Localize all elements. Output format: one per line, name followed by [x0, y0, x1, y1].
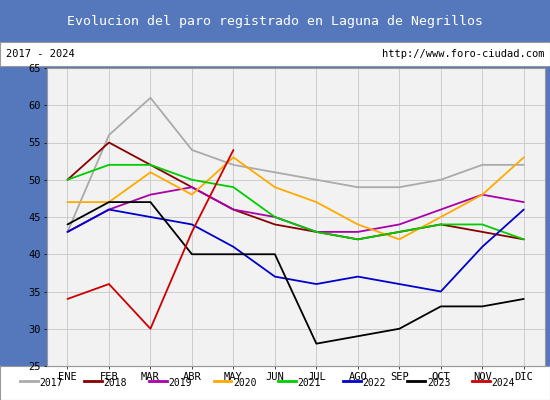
Text: 2022: 2022	[362, 378, 386, 388]
Text: http://www.foro-ciudad.com: http://www.foro-ciudad.com	[382, 49, 544, 59]
Text: 2017 - 2024: 2017 - 2024	[6, 49, 74, 59]
Text: 2017: 2017	[39, 378, 63, 388]
Text: Evolucion del paro registrado en Laguna de Negrillos: Evolucion del paro registrado en Laguna …	[67, 14, 483, 28]
Text: 2021: 2021	[298, 378, 321, 388]
Text: 2019: 2019	[168, 378, 192, 388]
Text: 2023: 2023	[427, 378, 450, 388]
Text: 2020: 2020	[233, 378, 256, 388]
Text: 2024: 2024	[492, 378, 515, 388]
Text: 2018: 2018	[104, 378, 127, 388]
